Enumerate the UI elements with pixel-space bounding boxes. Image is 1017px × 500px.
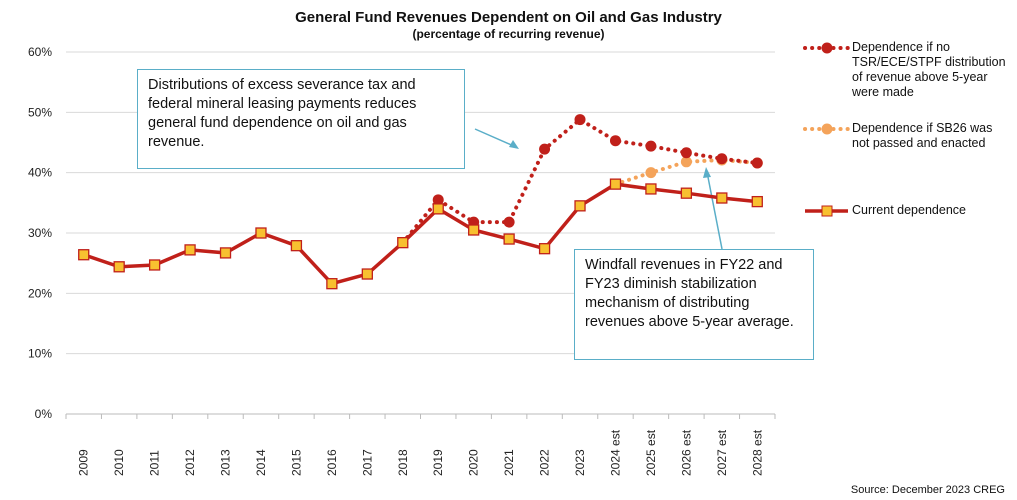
- data-point: [184, 244, 196, 256]
- source-note: Source: December 2023 CREG: [850, 484, 1005, 496]
- data-point: [574, 200, 586, 212]
- annotation-arrowhead: [509, 140, 519, 149]
- annotation-arrow: [474, 128, 517, 148]
- x-tick-label: 2019: [431, 449, 445, 476]
- data-point: [148, 259, 161, 271]
- x-tick-label: 2025 est: [644, 429, 658, 476]
- x-tick-label: 2013: [219, 449, 233, 476]
- y-tick-label: 20%: [28, 286, 52, 300]
- x-tick-label: 2016: [325, 449, 339, 476]
- x-tick-label: 2020: [467, 449, 481, 476]
- y-tick-label: 50%: [28, 105, 52, 119]
- x-tick-label: 2009: [77, 449, 91, 476]
- data-point: [680, 156, 692, 168]
- legend-label-current: Current dependence: [852, 203, 966, 217]
- legend-label-no-distribution: Dependence if no TSR/ECE/STPF distributi…: [852, 40, 1006, 99]
- legend-marker: [821, 42, 833, 54]
- data-point: [290, 240, 303, 252]
- x-tick-label: 2010: [112, 449, 126, 476]
- y-tick-label: 60%: [28, 45, 52, 59]
- data-point: [78, 249, 90, 261]
- x-tick-label: 2028 est: [750, 429, 764, 476]
- data-point: [680, 187, 693, 199]
- y-tick-label: 30%: [28, 226, 52, 240]
- legend-marker: [821, 205, 833, 217]
- x-tick-label: 2014: [254, 449, 268, 476]
- data-point: [751, 157, 763, 169]
- annotation-distributions: Distributions of excess severance tax an…: [137, 69, 465, 169]
- data-point: [645, 140, 657, 152]
- data-point: [432, 203, 444, 215]
- x-tick-label: 2027 est: [715, 429, 729, 476]
- data-point: [645, 167, 657, 179]
- data-point: [113, 261, 125, 273]
- data-point: [716, 192, 728, 204]
- y-tick-label: 0%: [35, 407, 53, 421]
- data-point: [609, 135, 621, 147]
- x-tick-label: 2012: [183, 449, 197, 476]
- chart-title: General Fund Revenues Dependent on Oil a…: [295, 9, 722, 26]
- data-point: [538, 243, 551, 255]
- data-point: [574, 114, 586, 126]
- y-tick-label: 10%: [28, 347, 52, 361]
- y-tick-label: 40%: [28, 166, 52, 180]
- data-point: [219, 247, 232, 259]
- data-point: [609, 178, 622, 190]
- x-tick-label: 2022: [538, 449, 552, 476]
- data-point: [432, 194, 444, 206]
- data-point: [361, 268, 373, 280]
- data-point: [680, 147, 692, 159]
- data-point: [397, 237, 409, 249]
- x-tick-label: 2017: [360, 449, 374, 476]
- x-tick-label: 2011: [148, 450, 162, 476]
- legend-label-sb26: Dependence if SB26 was not passed and en…: [852, 121, 993, 150]
- chart-subtitle: (percentage of recurring revenue): [412, 27, 605, 41]
- annotation-arrowhead: [703, 167, 711, 178]
- data-point: [751, 195, 763, 208]
- x-tick-label: 2026 est: [679, 429, 693, 476]
- x-tick-label: 2021: [502, 449, 516, 476]
- annotation-arrow: [706, 171, 723, 250]
- series-line: [613, 157, 760, 187]
- data-point: [503, 216, 515, 228]
- data-point: [503, 233, 515, 245]
- x-tick-label: 2015: [289, 449, 303, 476]
- data-point: [716, 153, 728, 165]
- data-point: [255, 227, 267, 239]
- legend-marker: [821, 123, 833, 135]
- x-tick-label: 2023: [573, 449, 587, 476]
- series-line: [400, 117, 760, 245]
- x-tick-label: 2018: [396, 449, 410, 476]
- x-tick-label: 2024 est: [608, 429, 622, 476]
- data-point: [645, 183, 657, 195]
- data-point: [326, 278, 338, 290]
- annotation-windfall: Windfall revenues in FY22 and FY23 dimin…: [574, 249, 814, 360]
- data-point: [539, 143, 551, 155]
- series-line: [81, 182, 760, 286]
- data-point: [468, 224, 480, 236]
